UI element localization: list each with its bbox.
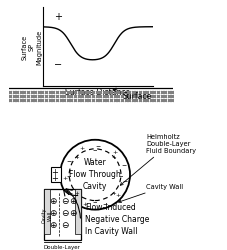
Text: +: + bbox=[74, 191, 79, 196]
Text: +: + bbox=[51, 174, 58, 183]
Text: Double-Layer
Region: Double-Layer Region bbox=[44, 244, 80, 250]
Text: +: + bbox=[74, 154, 79, 159]
Text: −: − bbox=[122, 178, 127, 183]
Bar bbox=[51, 168, 61, 182]
Text: Cavity Wall: Cavity Wall bbox=[118, 184, 182, 203]
Text: +: + bbox=[111, 191, 115, 196]
Text: −: − bbox=[92, 198, 97, 203]
Text: Water
Flow Through
Cavity: Water Flow Through Cavity bbox=[69, 157, 120, 190]
Text: +: + bbox=[54, 12, 62, 22]
Text: ⊕: ⊕ bbox=[69, 208, 76, 217]
Text: ⊕: ⊕ bbox=[49, 208, 57, 217]
Text: ⊖: ⊖ bbox=[61, 196, 69, 205]
Text: +: + bbox=[79, 145, 84, 150]
Bar bbox=[44, 190, 80, 240]
Text: ⊕: ⊕ bbox=[49, 220, 57, 229]
Text: +: + bbox=[115, 192, 121, 197]
Text: −: − bbox=[121, 162, 126, 167]
X-axis label: Surface Distance: Surface Distance bbox=[65, 88, 130, 96]
Text: Cavity
Wall: Cavity Wall bbox=[42, 207, 52, 222]
Text: +: + bbox=[111, 154, 115, 159]
Text: Flow-Induced
Negative Charge
In Cavity Wall: Flow-Induced Negative Charge In Cavity W… bbox=[84, 202, 149, 235]
Text: −: − bbox=[67, 172, 71, 178]
Text: −: − bbox=[66, 157, 71, 162]
Text: −: − bbox=[95, 142, 100, 147]
Text: ⊕: ⊕ bbox=[69, 196, 76, 205]
Text: −: − bbox=[118, 172, 123, 178]
Text: +: + bbox=[62, 175, 67, 180]
Text: −: − bbox=[54, 60, 62, 70]
Text: Surface: Surface bbox=[113, 89, 151, 100]
Bar bbox=[44, 190, 50, 234]
Text: −: − bbox=[67, 190, 72, 195]
Text: ⊕: ⊕ bbox=[49, 196, 57, 205]
Y-axis label: Surface
SP
Magnitude: Surface SP Magnitude bbox=[22, 29, 42, 64]
Text: +: + bbox=[82, 201, 87, 206]
Text: ⊖: ⊖ bbox=[61, 220, 69, 229]
Text: +: + bbox=[111, 149, 117, 154]
Text: ⊖: ⊖ bbox=[61, 208, 69, 217]
Text: −: − bbox=[92, 147, 97, 152]
Text: −: − bbox=[102, 201, 108, 206]
Bar bbox=[74, 190, 80, 234]
Text: +: + bbox=[51, 167, 58, 176]
Text: Helmholtz
Double-Layer
Fluid Boundary: Helmholtz Double-Layer Fluid Boundary bbox=[120, 133, 195, 186]
